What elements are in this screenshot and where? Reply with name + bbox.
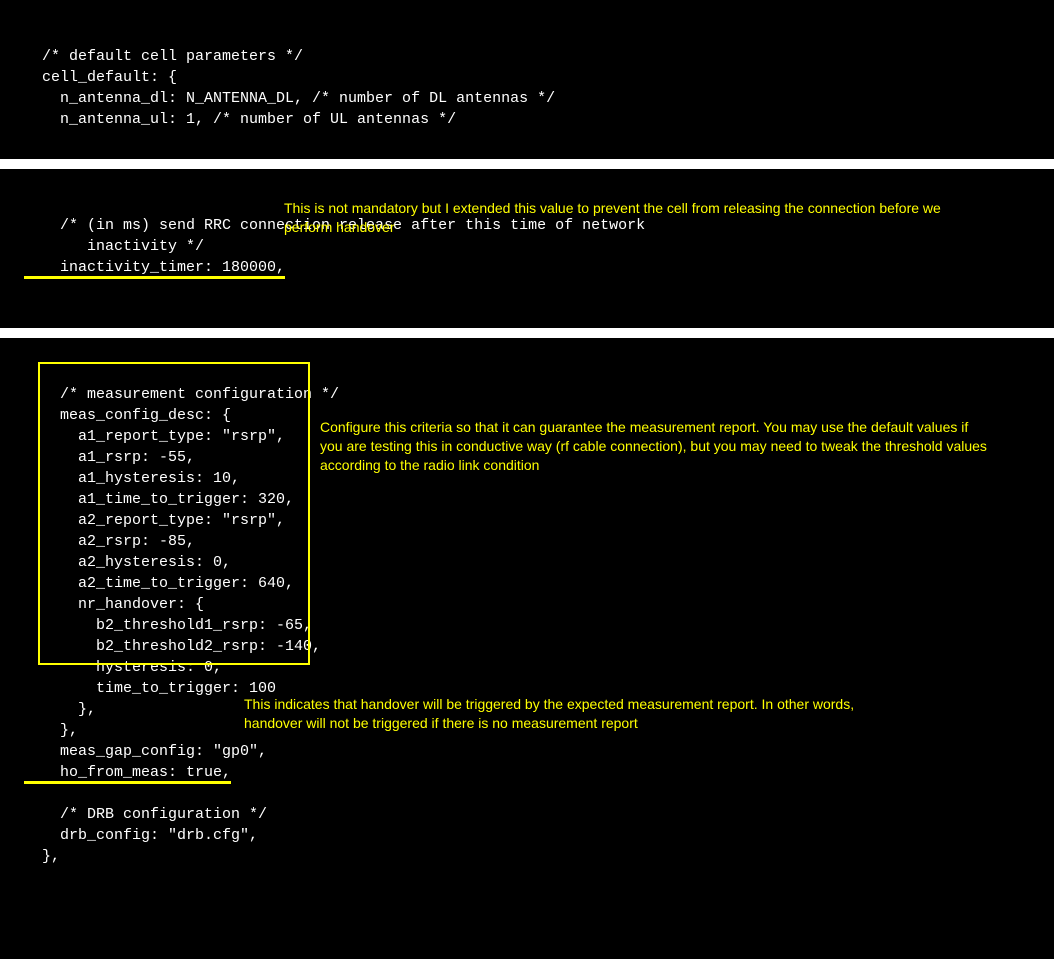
code-line: }, bbox=[24, 722, 78, 739]
code-line: }, bbox=[24, 848, 60, 865]
code-line: n_antenna_dl: N_ANTENNA_DL, /* number of… bbox=[24, 90, 555, 107]
code-line: /* default cell parameters */ bbox=[24, 48, 303, 65]
code-panel-meas-config: /* measurement configuration */ meas_con… bbox=[0, 338, 1054, 959]
code-line: drb_config: "drb.cfg", bbox=[24, 827, 258, 844]
code-line-underlined: ho_from_meas: true, bbox=[24, 764, 231, 784]
code-block: /* default cell parameters */ cell_defau… bbox=[0, 25, 1054, 130]
highlight-box-meas-config bbox=[38, 362, 310, 665]
code-panel-cell-default: /* default cell parameters */ cell_defau… bbox=[0, 0, 1054, 159]
code-panel-inactivity: /* (in ms) send RRC connection release a… bbox=[0, 169, 1054, 328]
code-line-underlined: inactivity_timer: 180000, bbox=[24, 259, 285, 279]
annotation-ho-from-meas: This indicates that handover will be tri… bbox=[244, 695, 884, 733]
code-line: meas_gap_config: "gp0", bbox=[24, 743, 267, 760]
code-line: n_antenna_ul: 1, /* number of UL antenna… bbox=[24, 111, 456, 128]
annotation-meas-config: Configure this criteria so that it can g… bbox=[320, 418, 990, 475]
code-line: /* DRB configuration */ bbox=[24, 806, 267, 823]
code-line: cell_default: { bbox=[24, 69, 177, 86]
code-line: inactivity */ bbox=[24, 238, 204, 255]
code-line: time_to_trigger: 100 bbox=[24, 680, 276, 697]
annotation-inactivity: This is not mandatory but I extended thi… bbox=[284, 199, 944, 237]
code-line: }, bbox=[24, 701, 96, 718]
